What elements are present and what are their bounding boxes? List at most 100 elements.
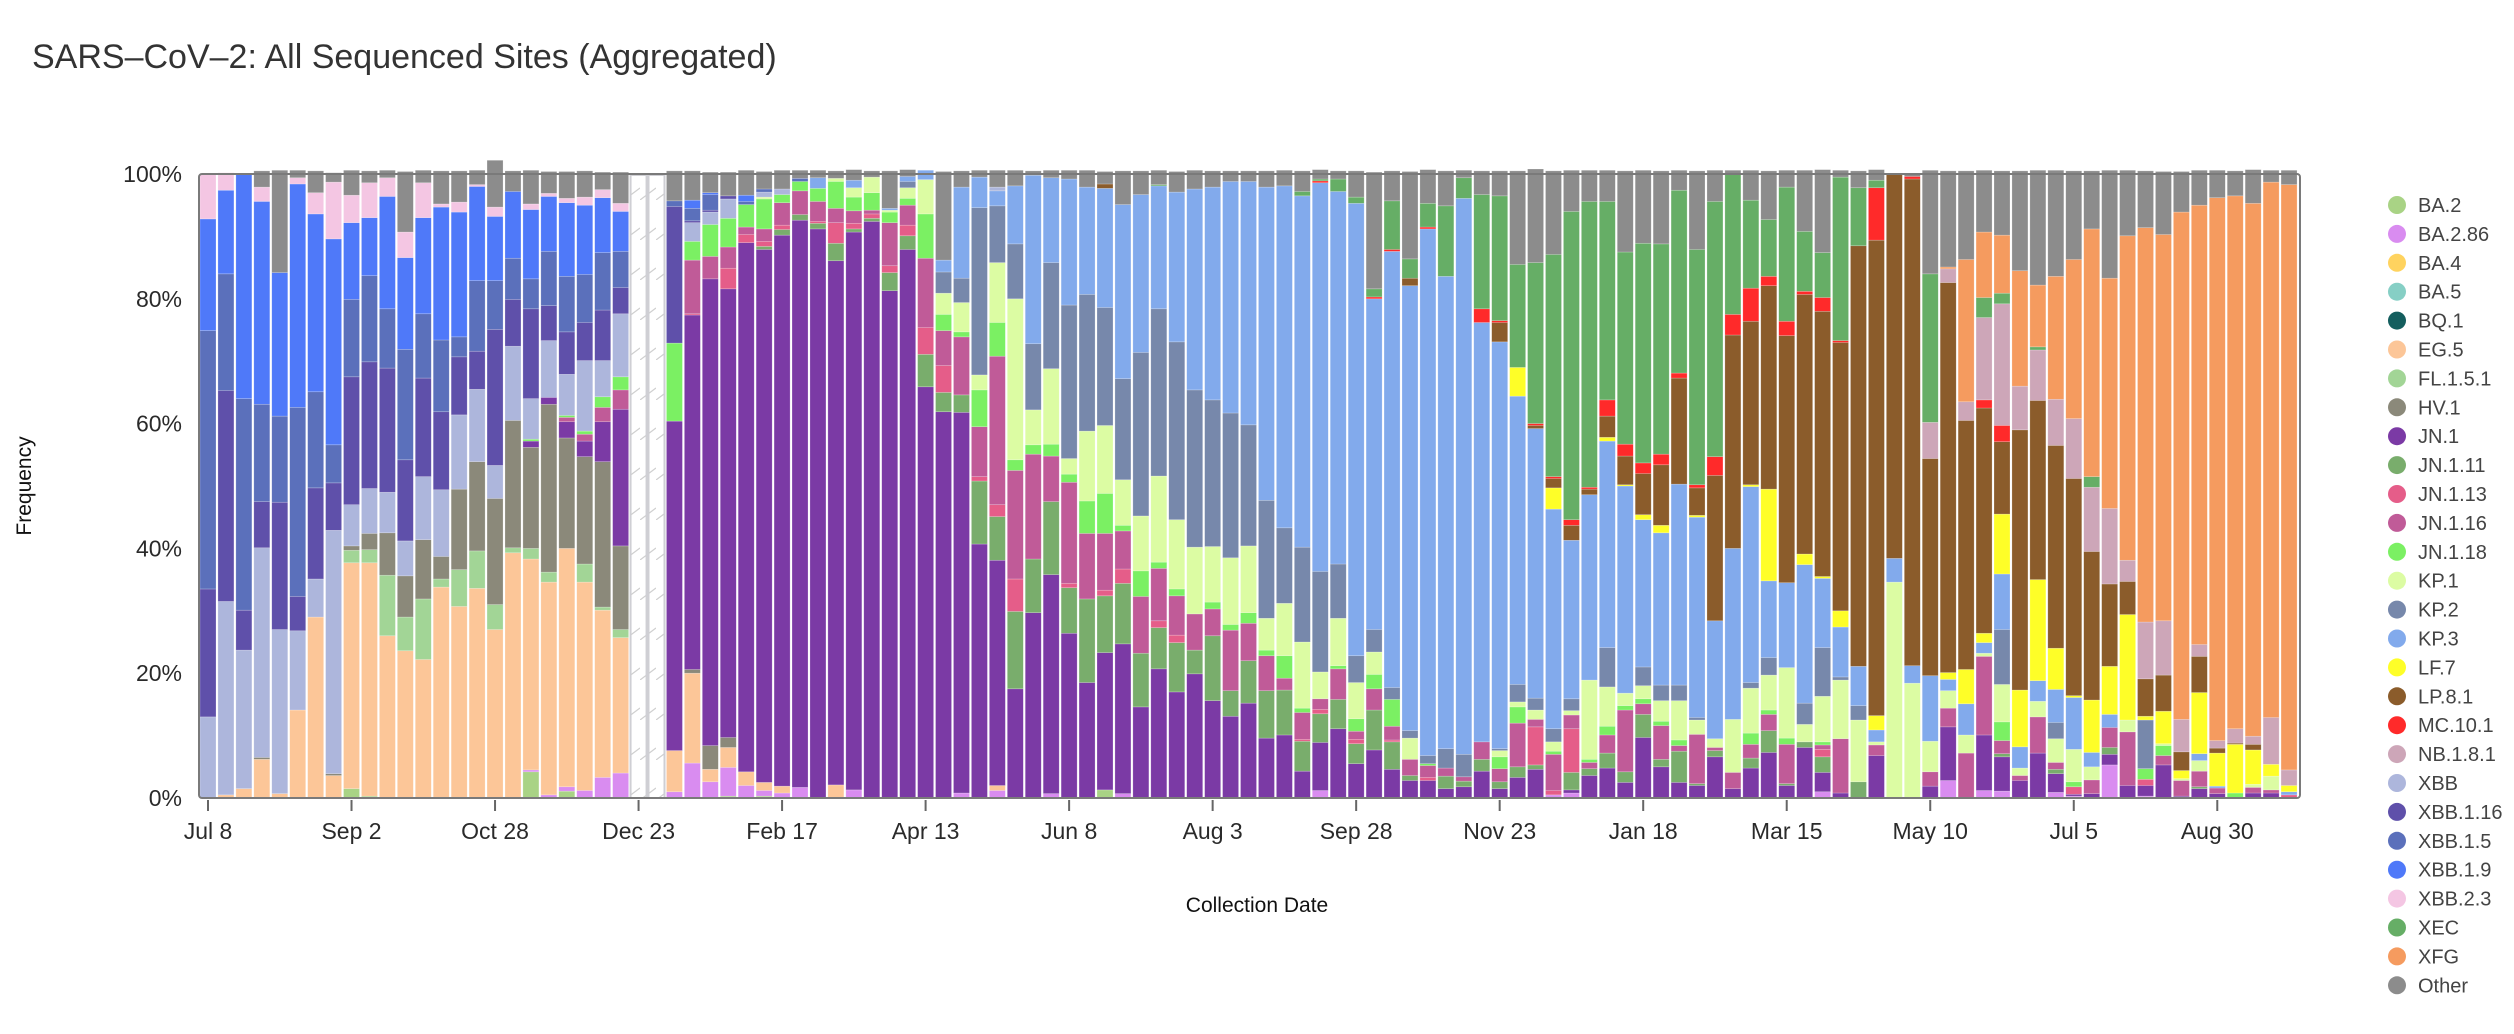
- bar-segment-kp-3[interactable]: [1509, 395, 1526, 685]
- bar-segment-xec[interactable]: [1473, 194, 1491, 310]
- bar-segment-other[interactable]: [612, 171, 629, 204]
- bar-segment-jn-1-11[interactable]: [1132, 652, 1150, 708]
- bar-segment-kp-3[interactable]: [1796, 564, 1813, 704]
- bar-segment-jn-1-18[interactable]: [863, 192, 881, 211]
- bar-segment-jn-1-13[interactable]: [1563, 728, 1580, 773]
- bar-segment-jn-1[interactable]: [1132, 706, 1150, 799]
- bar-segment-kp-3[interactable]: [971, 176, 988, 208]
- bar-segment-kp-1[interactable]: [1545, 741, 1562, 752]
- bar-segment-fl-1-5-1[interactable]: [576, 563, 594, 583]
- bar-segment-jn-1-13[interactable]: [2065, 786, 2083, 795]
- bar-segment-other[interactable]: [1150, 169, 1168, 185]
- bar-segment-xbb-1-9[interactable]: [397, 257, 414, 350]
- bar-segment-xfg[interactable]: [2029, 284, 2047, 348]
- bar-segment-jn-1-16[interactable]: [2173, 780, 2190, 797]
- bar-segment-xbb-1-5[interactable]: [414, 313, 432, 379]
- bar-segment-lf-7[interactable]: [1599, 437, 1616, 442]
- bar-segment-xec[interactable]: [1491, 195, 1508, 321]
- bar-segment-other[interactable]: [1581, 169, 1598, 202]
- bar-segment-jn-1-18[interactable]: [612, 376, 629, 391]
- bar-segment-eg-5[interactable]: [432, 586, 450, 799]
- bar-segment-jn-1-13[interactable]: [899, 224, 916, 237]
- bar-segment-mc-10-1[interactable]: [1975, 399, 1993, 409]
- bar-segment-xbb[interactable]: [289, 630, 307, 711]
- bar-segment-xbb-1-9[interactable]: [737, 194, 755, 202]
- bar-segment-jn-1-11[interactable]: [863, 218, 881, 222]
- bar-segment-jn-1-16[interactable]: [1114, 530, 1132, 570]
- bar-segment-kp-3[interactable]: [1706, 620, 1724, 740]
- bar-segment-lp-8-1[interactable]: [1401, 277, 1419, 286]
- bar-segment-eg-5[interactable]: [450, 606, 468, 799]
- bar-segment-fl-1-5-1[interactable]: [486, 604, 504, 630]
- bar-week-64[interactable]: [1347, 170, 1365, 799]
- bar-segment-jn-1-11[interactable]: [1509, 766, 1526, 778]
- bar-segment-jn-1[interactable]: [1329, 728, 1347, 799]
- bar-segment-kp-3[interactable]: [1006, 185, 1024, 245]
- bar-segment-other[interactable]: [468, 169, 486, 185]
- bar-segment-xbb[interactable]: [989, 186, 1006, 192]
- bar-segment-xbb[interactable]: [594, 360, 611, 398]
- bar-segment-xbb-1-9[interactable]: [684, 199, 701, 209]
- bar-segment-jn-1-16[interactable]: [2119, 731, 2136, 786]
- bar-segment-xbb-1-9[interactable]: [414, 217, 432, 315]
- bar-segment-jn-1-16[interactable]: [773, 202, 791, 226]
- bar-segment-jn-1-18[interactable]: [1742, 732, 1760, 745]
- legend-item[interactable]: XBB: [2388, 773, 2458, 795]
- bar-segment-jn-1-11[interactable]: [1042, 501, 1060, 575]
- bar-segment-jn-1-16[interactable]: [2262, 789, 2280, 794]
- bar-segment-kp-1[interactable]: [1527, 709, 1544, 720]
- bar-segment-xec[interactable]: [1545, 254, 1562, 477]
- bar-segment-kp-3[interactable]: [1904, 665, 1921, 684]
- bar-segment-jn-1-13[interactable]: [935, 365, 952, 393]
- bar-segment-xbb-1-9[interactable]: [594, 197, 611, 253]
- bar-segment-kp-1[interactable]: [899, 187, 916, 199]
- bar-week-80[interactable]: [1634, 169, 1652, 799]
- bar-segment-lf-7[interactable]: [2011, 689, 2029, 748]
- bar-segment-hv-1[interactable]: [540, 403, 558, 573]
- bar-segment-kp-1[interactable]: [917, 179, 934, 215]
- bar-segment-xbb[interactable]: [325, 530, 342, 774]
- bar-segment-kp-2[interactable]: [1527, 697, 1544, 711]
- bar-segment-jn-1-16[interactable]: [791, 190, 809, 215]
- bar-segment-xbb-1-16[interactable]: [594, 309, 611, 361]
- bar-week-32[interactable]: [773, 169, 791, 799]
- bar-segment-eg-5[interactable]: [558, 548, 576, 788]
- bar-segment-jn-1-16[interactable]: [1939, 707, 1957, 728]
- bar-segment-eg-5[interactable]: [235, 788, 253, 799]
- bar-segment-other[interactable]: [1778, 169, 1796, 188]
- bar-segment-jn-1-11[interactable]: [1365, 709, 1383, 751]
- bar-segment-xec[interactable]: [1437, 205, 1455, 277]
- bar-segment-eg-5[interactable]: [540, 581, 558, 796]
- bar-segment-jn-1-16[interactable]: [1042, 455, 1060, 502]
- bar-segment-xec[interactable]: [1814, 252, 1831, 298]
- bar-segment-jn-1-13[interactable]: [827, 222, 845, 244]
- bar-segment-jn-1[interactable]: [576, 440, 594, 457]
- bar-week-68[interactable]: [1419, 169, 1437, 799]
- bar-week-79[interactable]: [1616, 170, 1634, 799]
- bar-segment-jn-1-18[interactable]: [1545, 750, 1562, 755]
- bar-segment-kp-2[interactable]: [1114, 378, 1132, 481]
- bar-segment-other[interactable]: [2173, 171, 2190, 213]
- bar-segment-xbb-1-9[interactable]: [558, 202, 576, 277]
- bar-week-4[interactable]: [271, 169, 289, 799]
- bar-segment-lf-7[interactable]: [2262, 764, 2280, 777]
- bar-segment-jn-1-18[interactable]: [1078, 500, 1096, 534]
- bar-segment-kp-3[interactable]: [1599, 440, 1616, 648]
- bar-segment-kp-2[interactable]: [1850, 705, 1867, 721]
- bar-segment-jn-1[interactable]: [2029, 752, 2047, 799]
- bar-segment-jn-1-13[interactable]: [2137, 778, 2154, 786]
- bar-week-42[interactable]: [953, 170, 970, 799]
- bar-segment-nb-1-8-1[interactable]: [2280, 769, 2298, 786]
- bar-segment-jn-1[interactable]: [1634, 737, 1652, 799]
- bar-segment-jn-1[interactable]: [594, 421, 611, 462]
- bar-segment-ba-2-86[interactable]: [1975, 790, 1993, 799]
- bar-segment-lp-8-1[interactable]: [1832, 342, 1849, 612]
- bar-segment-jn-1[interactable]: [1311, 742, 1329, 791]
- bar-segment-lp-8-1[interactable]: [1868, 239, 1885, 716]
- bar-segment-jn-1-16[interactable]: [1563, 714, 1580, 730]
- bar-segment-xbb[interactable]: [432, 489, 450, 557]
- bar-segment-jn-1-11[interactable]: [1258, 690, 1275, 739]
- bar-segment-kp-3[interactable]: [1240, 181, 1257, 426]
- bar-segment-xec[interactable]: [1724, 174, 1742, 315]
- bar-week-21[interactable]: [576, 170, 594, 799]
